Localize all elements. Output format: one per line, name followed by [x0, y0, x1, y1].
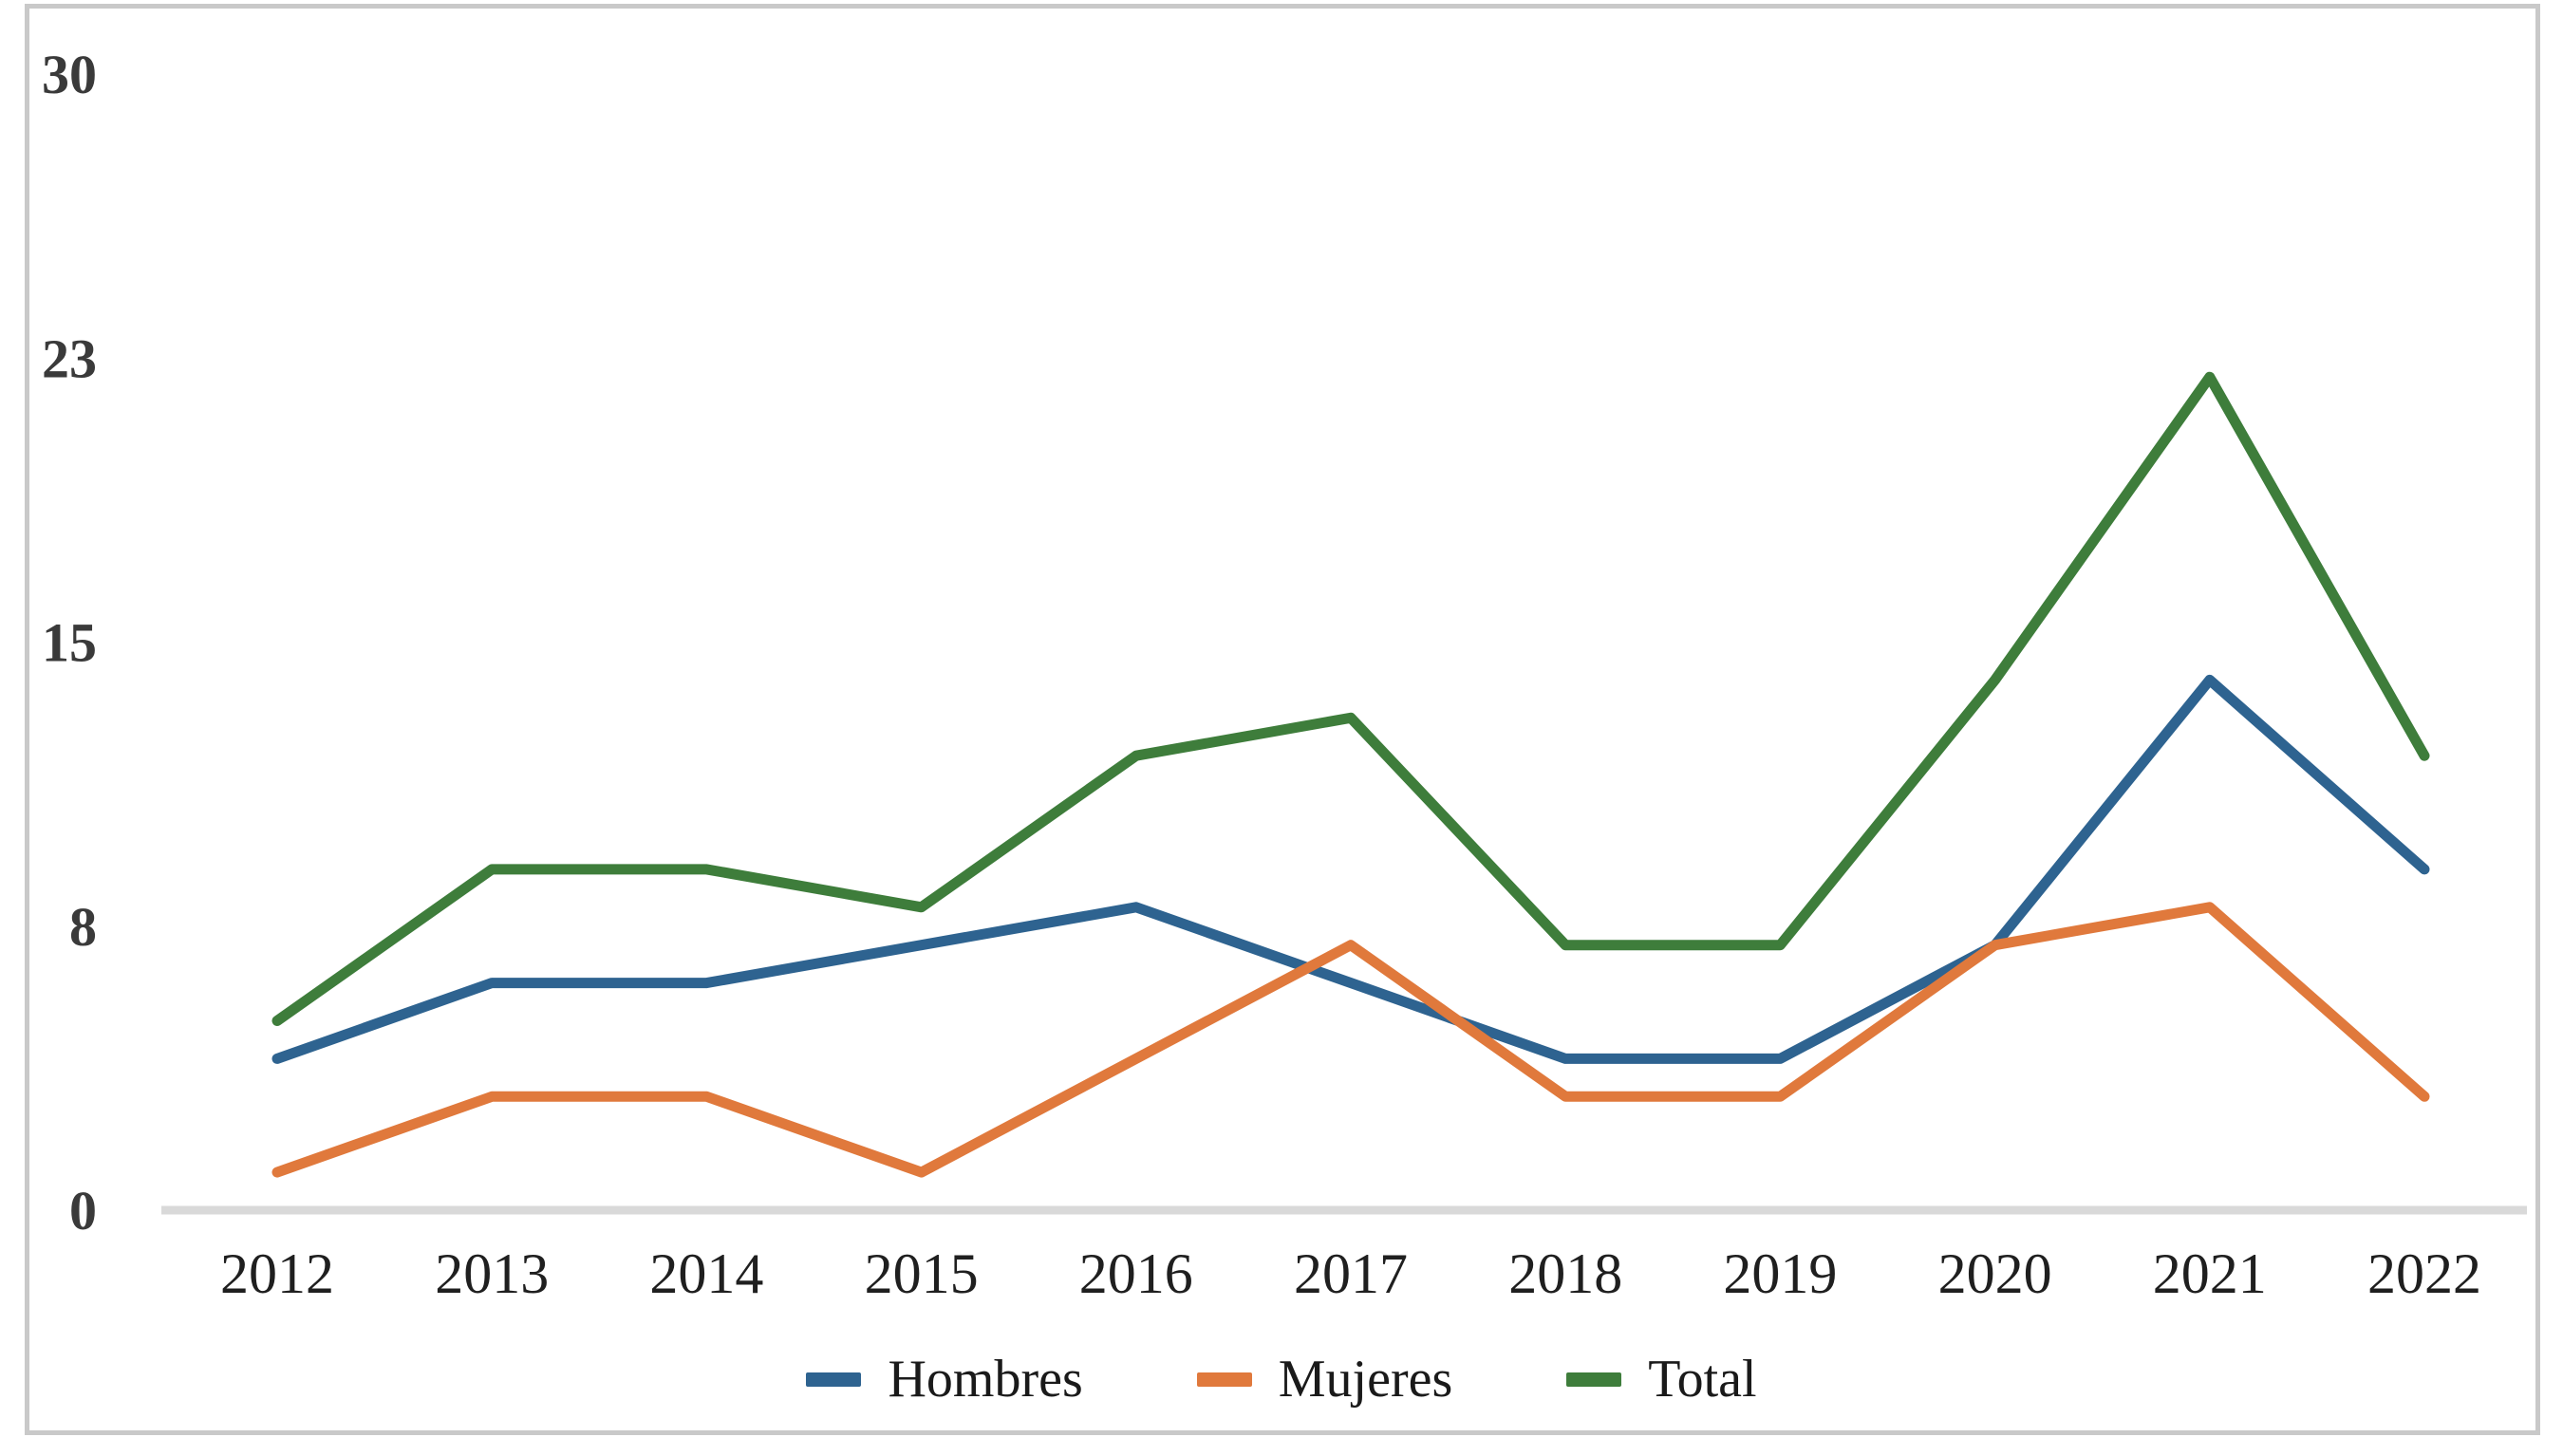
legend-item-total: Total — [1566, 1350, 1757, 1409]
legend-label-hombres: Hombres — [888, 1350, 1083, 1409]
x-tick-label: 2019 — [1723, 1242, 1837, 1305]
x-tick-label: 2016 — [1079, 1242, 1193, 1305]
x-tick-label: 2015 — [865, 1242, 979, 1305]
y-tick-label: 8 — [69, 896, 97, 958]
chart-legend: Hombres Mujeres Total — [0, 1353, 2563, 1406]
legend-label-mujeres: Mujeres — [1278, 1350, 1453, 1409]
x-tick-label: 2012 — [220, 1242, 334, 1305]
legend-item-mujeres: Mujeres — [1196, 1350, 1453, 1409]
line-hombres — [271, 674, 2430, 1064]
line-mujeres — [271, 902, 2430, 1178]
legend-label-total: Total — [1648, 1350, 1757, 1409]
legend-item-hombres: Hombres — [806, 1350, 1083, 1409]
legend-swatch-mujeres — [1196, 1372, 1252, 1387]
x-tick-label: 2022 — [2367, 1242, 2481, 1305]
x-tick-label: 2021 — [2153, 1242, 2267, 1305]
x-tick-label: 2013 — [435, 1242, 549, 1305]
x-tick-label: 2018 — [1508, 1242, 1622, 1305]
legend-swatch-hombres — [806, 1372, 862, 1387]
legend-swatch-total — [1566, 1372, 1622, 1387]
x-tick-label: 2020 — [1938, 1242, 2052, 1305]
x-tick-label: 2017 — [1294, 1242, 1408, 1305]
y-tick-label: 30 — [42, 44, 97, 105]
figure-border — [25, 4, 2540, 1435]
line-total — [271, 371, 2430, 1026]
y-tick-label: 15 — [42, 612, 97, 674]
x-tick-label: 2014 — [649, 1242, 763, 1305]
y-tick-label: 0 — [69, 1180, 97, 1241]
y-tick-label: 23 — [42, 327, 97, 389]
